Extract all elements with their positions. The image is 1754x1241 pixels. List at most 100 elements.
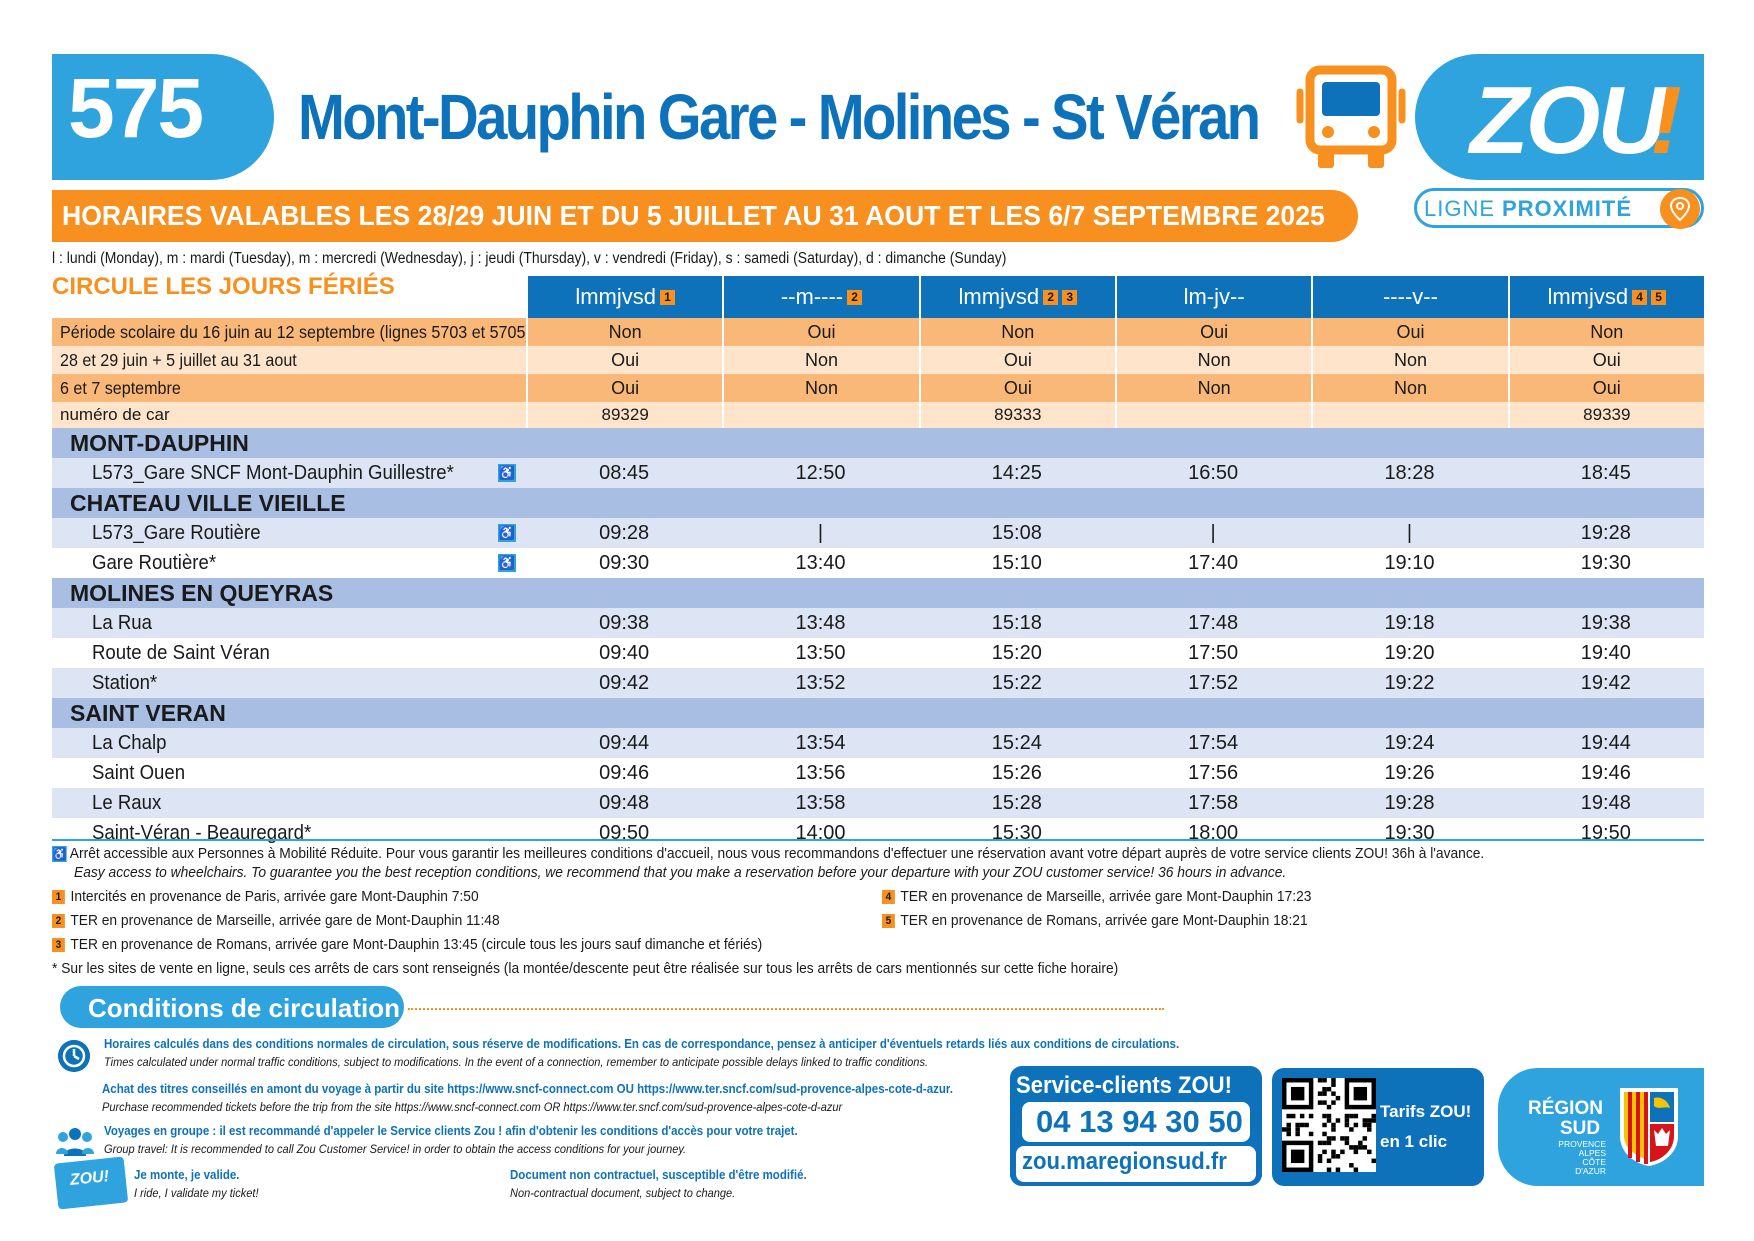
column-header-4: lm-jv-- bbox=[1114, 276, 1312, 318]
note-badge-1: 1 bbox=[52, 890, 65, 905]
schedule-value: Oui bbox=[1311, 318, 1507, 346]
schedule-value: Oui bbox=[1507, 346, 1704, 374]
stop-time: 09:28 bbox=[599, 521, 650, 544]
car-number bbox=[1311, 402, 1507, 428]
column-days: lmmjvsd bbox=[958, 284, 1040, 309]
header-spacer bbox=[52, 276, 526, 318]
stop-time: 09:40 bbox=[599, 641, 650, 664]
zou-logo-text: ZOU bbox=[1470, 67, 1667, 174]
section-name: MONT-DAUPHIN bbox=[70, 429, 249, 456]
stop-time: 18:00 bbox=[1188, 821, 1239, 844]
stop-time: 15:08 bbox=[991, 521, 1042, 544]
table-bottom-rule bbox=[52, 839, 1704, 841]
column-days: lmmjvsd bbox=[575, 284, 656, 309]
note-5: 5 TER en provenance de Romans, arrivée g… bbox=[882, 912, 1308, 929]
car-number: 89329 bbox=[526, 402, 722, 428]
schedule-value: Oui bbox=[918, 374, 1115, 402]
stop-label: Gare Routière* ♿ bbox=[52, 548, 526, 578]
qr-code-icon[interactable] bbox=[1282, 1078, 1376, 1172]
schedule-value: Non bbox=[1311, 346, 1507, 374]
stop-row: L573_Gare SNCF Mont-Dauphin Guillestre* ♿… bbox=[52, 458, 1704, 488]
stop-time: 09:42 bbox=[599, 671, 650, 694]
stop-name: La Chalp bbox=[92, 731, 167, 754]
note-badge: 1 bbox=[660, 289, 675, 305]
stop-time: 19:10 bbox=[1384, 551, 1435, 574]
stop-time: 09:44 bbox=[599, 731, 650, 754]
disclaimer-fr: Document non contractuel, susceptible d'… bbox=[510, 1168, 807, 1182]
note-2: 2 TER en provenance de Marseille, arrivé… bbox=[52, 912, 500, 929]
asterisk-note: * Sur les sites de vente en ligne, seuls… bbox=[52, 960, 1119, 977]
car-number bbox=[1114, 402, 1311, 428]
accessibility-note-fr: Arrêt accessible aux Personnes à Mobilit… bbox=[69, 845, 1485, 862]
note-badge: 3 bbox=[1062, 289, 1078, 305]
stop-time: 09:38 bbox=[599, 611, 650, 634]
stop-name: L573_Gare Routière bbox=[92, 521, 261, 544]
stop-time: 09:30 bbox=[599, 551, 650, 574]
note-badge: 4 bbox=[1632, 289, 1648, 305]
line-number-box bbox=[52, 54, 274, 180]
schedule-row: Période scolaire du 16 juin au 12 septem… bbox=[52, 318, 1704, 346]
schedule-value: Oui bbox=[1507, 374, 1704, 402]
schedule-value: Oui bbox=[722, 318, 918, 346]
wheelchair-icon: ♿ bbox=[52, 846, 67, 863]
stop-time: 17:50 bbox=[1188, 641, 1239, 664]
schedule-row: 6 et 7 septembre Oui Non Oui Non Non Oui bbox=[52, 374, 1704, 402]
schedule-value: Non bbox=[1114, 346, 1311, 374]
validity-banner bbox=[52, 190, 1358, 242]
stop-row: Le Raux 09:48 13:58 15:28 17:58 19:28 19:48 bbox=[52, 788, 1704, 818]
stop-time: 14:00 bbox=[795, 821, 846, 844]
stop-time: 15:26 bbox=[991, 761, 1042, 784]
stop-time: 18:28 bbox=[1384, 461, 1435, 484]
conditions-divider bbox=[408, 1008, 1164, 1010]
schedule-row: 28 et 29 juin + 5 juillet au 31 aout Oui N… bbox=[52, 346, 1704, 374]
note-badge-4: 4 bbox=[882, 890, 895, 905]
phone-number[interactable]: 04 13 94 30 50 bbox=[1036, 1104, 1243, 1139]
stop-time: 13:48 bbox=[795, 611, 846, 634]
line-number: 575 bbox=[68, 61, 204, 155]
column-days: lmmjvsd bbox=[1547, 284, 1629, 309]
bus-icon bbox=[1296, 65, 1406, 168]
stop-time: | bbox=[1406, 521, 1413, 544]
stop-time: 09:48 bbox=[599, 791, 650, 814]
days-legend: l : lundi (Monday), m : mardi (Tuesday),… bbox=[52, 250, 1007, 267]
zou-logo bbox=[1415, 54, 1704, 180]
stop-label: Saint Ouen bbox=[52, 758, 526, 788]
stop-label: Saint-Véran - Beauregard* bbox=[52, 818, 526, 848]
stop-row: Station* 09:42 13:52 15:22 17:52 19:22 19:42 bbox=[52, 668, 1704, 698]
stop-time: 15:10 bbox=[991, 551, 1042, 574]
stop-time: 17:56 bbox=[1188, 761, 1239, 784]
stop-row: L573_Gare Routière ♿ 09:28 | 15:08 | | 19:28 bbox=[52, 518, 1704, 548]
website-inner bbox=[1016, 1146, 1256, 1182]
condition-group-en: Group travel: It is recommended to call … bbox=[104, 1142, 687, 1156]
stop-row: La Chalp 09:44 13:54 15:24 17:54 19:24 19:44 bbox=[52, 728, 1704, 758]
note-badge-2: 2 bbox=[52, 914, 65, 929]
stop-time: 19:38 bbox=[1580, 611, 1631, 634]
stop-name: La Rua bbox=[92, 611, 152, 634]
column-days: lm-jv-- bbox=[1183, 284, 1245, 309]
note-badge-3: 3 bbox=[52, 938, 65, 953]
car-number: 89333 bbox=[918, 402, 1115, 428]
tarifs-label: Tarifs ZOU! bbox=[1380, 1102, 1472, 1121]
stop-time: 15:24 bbox=[991, 731, 1042, 754]
conditions-pill bbox=[60, 986, 404, 1028]
car-number-row: numéro de car 89329 89333 89339 bbox=[52, 402, 1704, 428]
stop-name: Le Raux bbox=[92, 791, 162, 814]
stop-time: 19:42 bbox=[1580, 671, 1631, 694]
schedule-value: Oui bbox=[526, 374, 722, 402]
stop-time: 19:30 bbox=[1384, 821, 1435, 844]
validity-text: HORAIRES VALABLES LES 28/29 JUIN ET DU 5… bbox=[62, 200, 1325, 231]
schedule-row-label: 6 et 7 septembre bbox=[52, 374, 526, 402]
stop-time: 19:50 bbox=[1580, 821, 1631, 844]
schedule-row-label: 28 et 29 juin + 5 juillet au 31 aout bbox=[52, 346, 526, 374]
stop-time: 15:18 bbox=[991, 611, 1042, 634]
stop-time: 19:20 bbox=[1384, 641, 1435, 664]
column-header-5: ----v-- bbox=[1311, 276, 1508, 318]
column-header-1: lmmjvsd 1 bbox=[526, 276, 723, 318]
note-4-text: TER en provenance de Marseille, arrivée … bbox=[900, 888, 1312, 905]
region-sub-label: PROVENCE ALPES CÔTE D'AZUR bbox=[1558, 1139, 1606, 1176]
stop-time: 15:28 bbox=[991, 791, 1042, 814]
stop-time: 19:28 bbox=[1580, 521, 1631, 544]
accessibility-note-en: Easy access to wheelchairs. To guarantee… bbox=[74, 864, 1287, 881]
proximite-label: PROXIMITÉ bbox=[1502, 196, 1633, 221]
website-link[interactable]: zou.maregionsud.fr bbox=[1022, 1148, 1227, 1175]
